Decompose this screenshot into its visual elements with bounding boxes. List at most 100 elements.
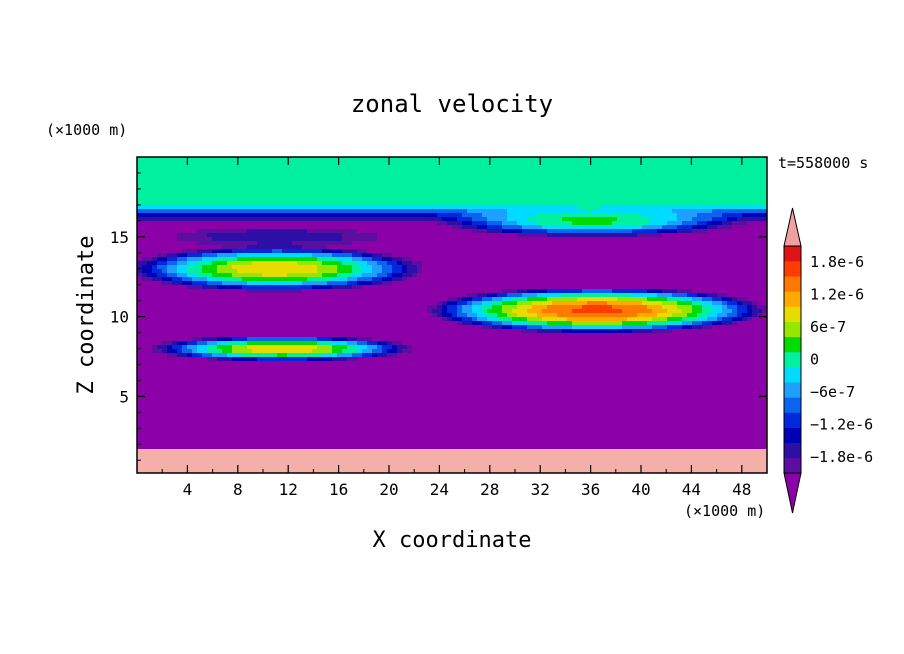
contour-cell xyxy=(567,173,573,178)
contour-cell xyxy=(552,241,558,246)
contour-cell xyxy=(387,233,393,238)
contour-cell xyxy=(352,165,358,170)
contour-cell xyxy=(727,193,733,198)
contour-cell xyxy=(407,305,413,310)
contour-cell xyxy=(762,273,767,278)
contour-cell xyxy=(207,265,213,270)
contour-cell xyxy=(497,157,503,162)
contour-cell xyxy=(482,157,488,162)
contour-cell xyxy=(337,197,343,202)
contour-cell xyxy=(362,197,368,202)
contour-cell xyxy=(247,205,253,210)
contour-cell xyxy=(272,305,278,310)
contour-cell xyxy=(387,277,393,282)
contour-cell xyxy=(747,273,753,278)
contour-cell xyxy=(492,197,498,202)
contour-cell xyxy=(457,285,463,290)
contour-cell xyxy=(362,241,368,246)
contour-cell xyxy=(607,157,613,162)
contour-cell xyxy=(597,197,603,202)
contour-cell xyxy=(672,285,678,290)
contour-cell xyxy=(557,297,563,302)
contour-cell xyxy=(532,265,538,270)
contour-cell xyxy=(282,189,288,194)
contour-cell xyxy=(152,173,158,178)
contour-cell xyxy=(677,261,683,266)
contour-cell xyxy=(182,225,188,230)
contour-cell xyxy=(477,273,483,278)
contour-cell xyxy=(172,277,178,282)
contour-cell xyxy=(147,241,153,246)
contour-cell xyxy=(472,225,478,230)
contour-cell xyxy=(222,241,228,246)
contour-cell xyxy=(557,225,563,230)
contour-cell xyxy=(167,289,173,294)
contour-cell xyxy=(232,165,238,170)
contour-cell xyxy=(562,265,568,270)
contour-cell xyxy=(317,161,323,166)
contour-cell xyxy=(677,229,683,234)
contour-cell xyxy=(222,205,228,210)
contour-cell xyxy=(397,241,403,246)
contour-cell xyxy=(232,305,238,310)
contour-cell xyxy=(207,157,213,162)
contour-cell xyxy=(552,297,558,302)
contour-cell xyxy=(457,189,463,194)
contour-cell xyxy=(652,293,658,298)
contour-cell xyxy=(417,197,423,202)
contour-cell xyxy=(517,285,523,290)
contour-cell xyxy=(682,301,688,306)
contour-cell xyxy=(207,297,213,302)
contour-cell xyxy=(682,293,688,298)
contour-cell xyxy=(317,225,323,230)
contour-cell xyxy=(177,277,183,282)
contour-cell xyxy=(397,237,403,242)
contour-cell xyxy=(232,169,238,174)
contour-cell xyxy=(557,261,563,266)
contour-cell xyxy=(617,241,623,246)
contour-cell xyxy=(527,309,533,314)
contour-cell xyxy=(137,205,143,210)
contour-cell xyxy=(697,161,703,166)
contour-cell xyxy=(447,201,453,206)
contour-cell xyxy=(152,189,158,194)
contour-cell xyxy=(387,237,393,242)
contour-cell xyxy=(527,261,533,266)
contour-cell xyxy=(352,181,358,186)
contour-cell xyxy=(492,253,498,258)
contour-cell xyxy=(402,245,408,250)
contour-cell xyxy=(487,189,493,194)
contour-cell xyxy=(432,197,438,202)
contour-cell xyxy=(347,169,353,174)
contour-cell xyxy=(312,229,318,234)
contour-cell xyxy=(392,217,398,222)
contour-cell xyxy=(537,273,543,278)
contour-cell xyxy=(507,293,513,298)
contour-cell xyxy=(307,225,313,230)
contour-cell xyxy=(302,253,308,258)
contour-cell xyxy=(682,273,688,278)
contour-cell xyxy=(512,169,518,174)
contour-cell xyxy=(712,289,718,294)
contour-cell xyxy=(572,241,578,246)
contour-cell xyxy=(527,225,533,230)
contour-cell xyxy=(212,201,218,206)
contour-cell xyxy=(547,281,553,286)
contour-cell xyxy=(672,173,678,178)
contour-cell xyxy=(302,237,308,242)
contour-cell xyxy=(227,161,233,166)
contour-cell xyxy=(322,209,328,214)
contour-cell xyxy=(692,161,698,166)
contour-cell xyxy=(667,237,673,242)
contour-cell xyxy=(462,225,468,230)
contour-cell xyxy=(452,193,458,198)
contour-cell xyxy=(552,197,558,202)
contour-cell xyxy=(202,257,208,262)
contour-cell xyxy=(237,285,243,290)
contour-cell xyxy=(762,237,767,242)
contour-cell xyxy=(432,241,438,246)
contour-cell xyxy=(532,165,538,170)
contour-cell xyxy=(602,253,608,258)
contour-cell xyxy=(427,265,433,270)
contour-cell xyxy=(522,197,528,202)
